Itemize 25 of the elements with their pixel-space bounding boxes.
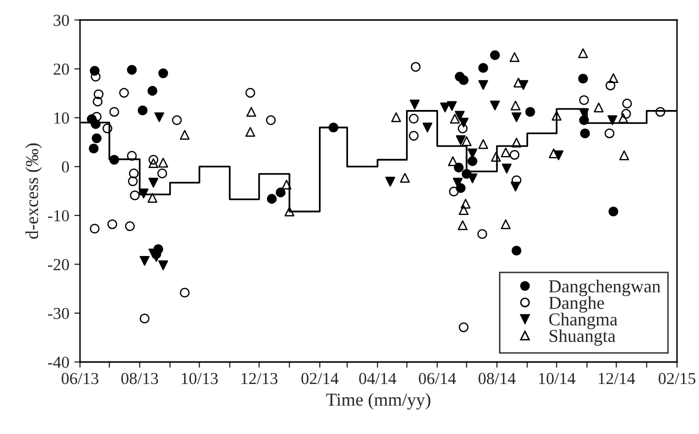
- x-tick-label: 04/14: [359, 372, 396, 384]
- y-tick-label: 10: [54, 112, 69, 124]
- y-axis-title: d-excess (‰): [25, 143, 42, 239]
- x-tick-label: 12/13: [242, 372, 278, 384]
- y-tick-label: -10: [48, 210, 69, 222]
- x-tick-label: 08/13: [121, 372, 158, 384]
- x-tick-label: 08/14: [478, 372, 516, 384]
- y-tick-label: 20: [54, 64, 69, 75]
- x-tick-label: 02/14: [301, 372, 338, 384]
- y-tick-label: -30: [48, 308, 69, 320]
- y-tick-label: -20: [48, 258, 69, 270]
- y-tick-label: 30: [54, 14, 69, 26]
- x-tick-label: 10/14: [539, 372, 576, 384]
- x-tick-label: 10/13: [182, 372, 218, 384]
- legend-label: Shuangta: [550, 329, 616, 346]
- legend-label: Dangchengwan: [548, 280, 660, 296]
- x-tick-label: 12/14: [598, 372, 636, 384]
- legend-label: Changma: [549, 312, 618, 330]
- y-tick-label: -40: [48, 356, 69, 368]
- x-tick-label: 06/13: [62, 372, 98, 384]
- y-tick-label: 0: [62, 161, 69, 173]
- x-axis-title: Time (mm/yy): [326, 393, 430, 410]
- x-tick-label: 06/14: [418, 372, 456, 384]
- legend-label: Danghe: [548, 296, 604, 313]
- x-tick-label: 02/15: [658, 372, 696, 384]
